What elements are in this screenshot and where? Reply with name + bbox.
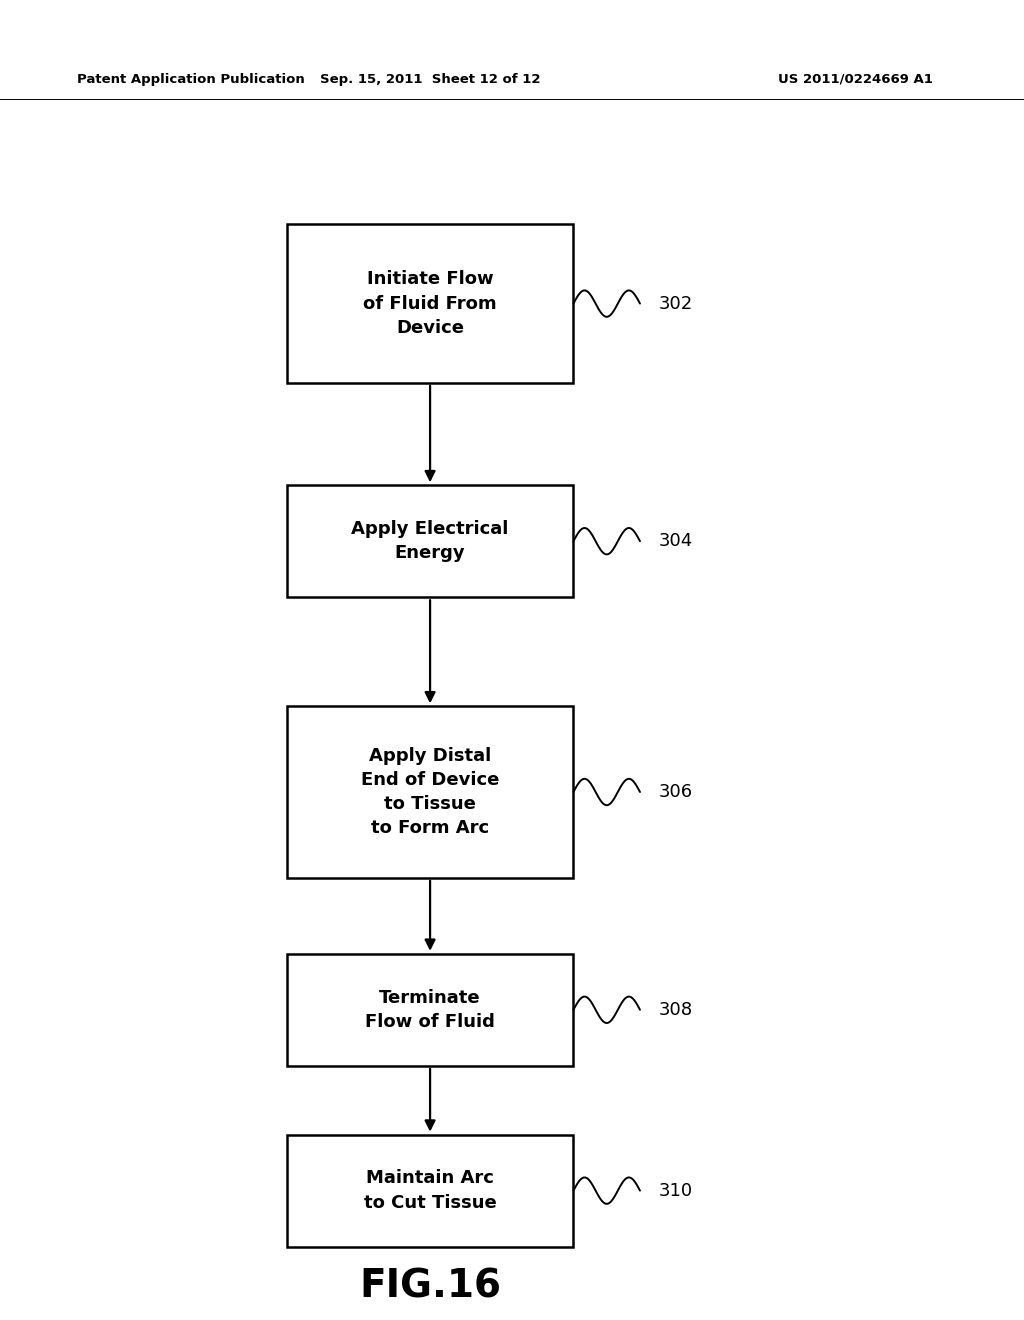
Text: Apply Distal
End of Device
to Tissue
to Form Arc: Apply Distal End of Device to Tissue to … — [360, 747, 500, 837]
Text: Initiate Flow
of Fluid From
Device: Initiate Flow of Fluid From Device — [364, 271, 497, 337]
Bar — [287, 1134, 573, 1246]
Bar — [287, 224, 573, 383]
Text: 302: 302 — [658, 294, 692, 313]
Text: Patent Application Publication: Patent Application Publication — [77, 73, 304, 86]
Text: Sep. 15, 2011  Sheet 12 of 12: Sep. 15, 2011 Sheet 12 of 12 — [319, 73, 541, 86]
Bar — [287, 486, 573, 597]
Bar — [287, 953, 573, 1067]
Bar — [287, 706, 573, 878]
Text: 308: 308 — [658, 1001, 692, 1019]
Text: Maintain Arc
to Cut Tissue: Maintain Arc to Cut Tissue — [364, 1170, 497, 1212]
Text: FIG.16: FIG.16 — [359, 1269, 501, 1305]
Text: Apply Electrical
Energy: Apply Electrical Energy — [351, 520, 509, 562]
Text: US 2011/0224669 A1: US 2011/0224669 A1 — [778, 73, 933, 86]
Text: 304: 304 — [658, 532, 692, 550]
Text: 310: 310 — [658, 1181, 692, 1200]
Text: 306: 306 — [658, 783, 692, 801]
Text: Terminate
Flow of Fluid: Terminate Flow of Fluid — [366, 989, 495, 1031]
